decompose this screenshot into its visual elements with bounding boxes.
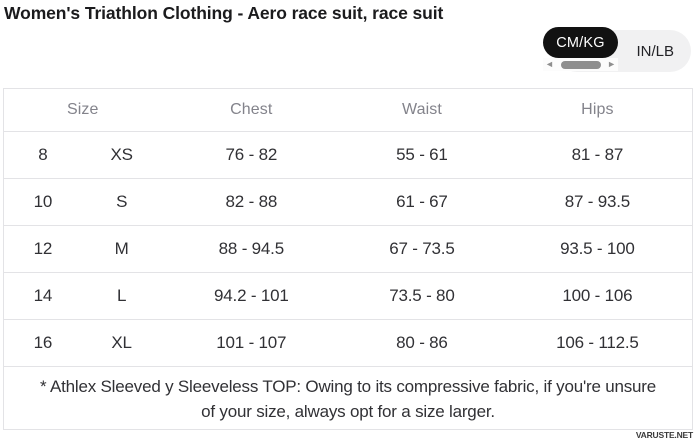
waist-cell: 55 - 61	[396, 144, 448, 164]
size-chart-table: Size Chest Waist Hips 8 XS 76 - 82 55 - …	[4, 89, 692, 366]
chest-cell: 88 - 94.5	[218, 238, 285, 258]
waist-cell: 80 - 86	[396, 332, 448, 352]
hips-cell: 93.5 - 100	[560, 238, 635, 258]
col-header-hips: Hips	[581, 100, 614, 118]
size-number-cell: 16	[33, 332, 53, 352]
unit-option-inlb[interactable]: IN/LB	[636, 42, 674, 60]
table-row: 8 XS 76 - 82 55 - 61 81 - 87	[4, 131, 692, 178]
col-header-chest: Chest	[230, 100, 273, 118]
scroll-left-arrow-icon[interactable]: ◄	[545, 59, 554, 69]
size-letter-cell: XS	[110, 144, 133, 164]
waist-cell: 67 - 73.5	[389, 238, 455, 258]
chest-cell: 94.2 - 101	[214, 285, 289, 305]
size-note-line: * Athlex Sleeved y Sleeveless TOP: Owing…	[39, 376, 657, 396]
waist-cell: 61 - 67	[396, 191, 448, 211]
size-number-cell: 12	[33, 238, 53, 258]
size-letter-cell: XL	[111, 332, 132, 352]
hips-cell: 87 - 93.5	[564, 191, 631, 211]
page-title: Women's Triathlon Clothing - Aero race s…	[4, 3, 444, 23]
table-row: 10 S 82 - 88 61 - 67 87 - 93.5	[4, 178, 692, 225]
col-header-size: Size	[67, 100, 99, 118]
table-row: 16 XL 101 - 107 80 - 86 106 - 112.5	[4, 319, 692, 366]
table-row: 14 L 94.2 - 101 73.5 - 80 100 - 106	[4, 272, 692, 319]
hips-cell: 100 - 106	[562, 285, 633, 305]
chest-cell: 82 - 88	[225, 191, 278, 211]
size-table-box: Size Chest Waist Hips 8 XS 76 - 82 55 - …	[3, 88, 693, 430]
toggle-scrollbar[interactable]: ◄ ►	[543, 58, 618, 71]
table-header-row: Size Chest Waist Hips	[4, 89, 692, 131]
size-note: * Athlex Sleeved y Sleeveless TOP: Owing…	[4, 366, 692, 430]
col-header-waist: Waist	[401, 100, 442, 118]
watermark: VARUSTE.NET	[635, 430, 693, 440]
chest-cell: 76 - 82	[225, 144, 278, 164]
size-letter-cell: M	[114, 238, 129, 258]
hips-cell: 81 - 87	[571, 144, 624, 164]
unit-option-cmkg[interactable]: CM/KG	[543, 27, 618, 58]
scroll-right-arrow-icon[interactable]: ►	[607, 59, 616, 69]
size-note-line: of your size, always opt for a size larg…	[201, 401, 495, 421]
size-letter-cell: S	[116, 191, 128, 211]
size-letter-cell: L	[117, 285, 127, 305]
scrollbar-thumb[interactable]	[560, 60, 601, 69]
size-number-cell: 10	[33, 191, 53, 211]
table-row: 12 M 88 - 94.5 67 - 73.5 93.5 - 100	[4, 225, 692, 272]
size-number-cell: 14	[33, 285, 53, 305]
chest-cell: 101 - 107	[216, 332, 287, 352]
size-number-cell: 8	[38, 144, 48, 164]
unit-toggle: IN/LB CM/KG ◄ ►	[543, 27, 691, 72]
waist-cell: 73.5 - 80	[389, 285, 455, 305]
hips-cell: 106 - 112.5	[556, 332, 639, 352]
